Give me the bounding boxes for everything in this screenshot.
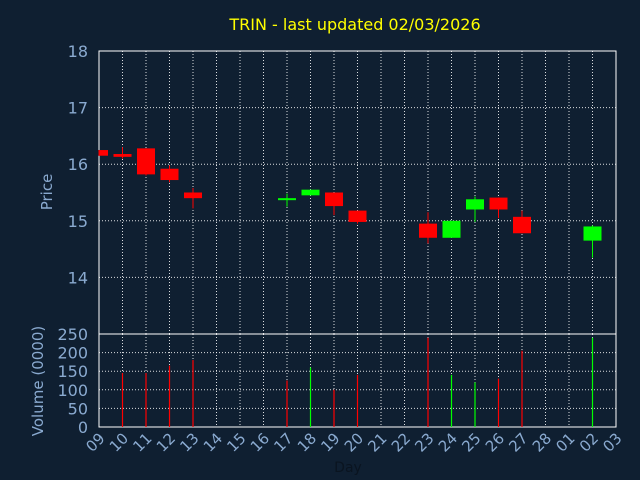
- volume-y-tick-label: 200: [57, 344, 88, 363]
- volume-y-tick-label: 0: [78, 418, 88, 437]
- candle-24: [442, 220, 461, 238]
- candle-10: [113, 147, 132, 159]
- x-tick-label: 14: [200, 429, 226, 455]
- candle-26: [489, 197, 508, 218]
- candle-17: [278, 193, 296, 207]
- candle-body: [348, 210, 367, 222]
- volume-bars: [121, 337, 594, 427]
- x-tick-label: 03: [599, 429, 625, 455]
- x-tick-label: 24: [435, 429, 461, 455]
- candle-body: [489, 197, 508, 210]
- candle-body: [442, 220, 461, 238]
- candle-23: [419, 212, 437, 244]
- candle-27: [513, 210, 531, 234]
- candle-body: [301, 189, 320, 196]
- candle-13: [184, 187, 202, 209]
- x-tick-label: 13: [176, 429, 202, 455]
- candle-body: [419, 223, 437, 238]
- candle-body: [278, 198, 296, 201]
- candle-25: [466, 196, 484, 222]
- x-tick-label: 21: [364, 429, 390, 455]
- candle-body: [513, 216, 531, 234]
- price-y-tick-label: 15: [68, 212, 88, 231]
- x-tick-label: 01: [552, 429, 578, 455]
- x-tick-label: 17: [270, 429, 296, 455]
- volume-y-tick-label: 250: [57, 325, 88, 344]
- x-tick-label: 10: [106, 429, 132, 455]
- volume-y-tick-label: 150: [57, 362, 88, 381]
- candle-19: [325, 192, 343, 216]
- price-y-axis-label: Price: [38, 174, 56, 211]
- chart-title: TRIN - last updated 02/03/2026: [228, 15, 480, 34]
- x-tick-label: 28: [529, 429, 555, 455]
- candle-body: [99, 150, 108, 156]
- candle-body: [113, 154, 132, 157]
- volume-y-tick-label: 50: [68, 399, 88, 418]
- x-tick-label: 20: [341, 429, 367, 455]
- x-tick-label: 02: [576, 429, 602, 455]
- candle-02: [583, 225, 602, 258]
- x-tick-label: 19: [317, 429, 343, 455]
- price-y-tick-label: 14: [68, 268, 88, 287]
- candle-body: [583, 226, 602, 241]
- x-tick-label: 27: [505, 429, 531, 455]
- x-tick-label: 18: [294, 429, 320, 455]
- candle-11: [137, 148, 155, 176]
- price-y-tick-label: 18: [68, 42, 88, 61]
- price-y-tick-label: 16: [68, 155, 88, 174]
- candle-body: [160, 168, 179, 181]
- x-tick-label: 25: [458, 429, 484, 455]
- price-panel: 14 15 16 17 18 Price: [38, 42, 617, 335]
- volume-y-axis-label: Volume (0000): [29, 326, 47, 436]
- candle-body: [466, 199, 484, 210]
- x-axis-ticks: 0910111213141516171819202122232425262728…: [82, 429, 625, 455]
- x-tick-label: 23: [411, 429, 437, 455]
- candlesticks: [98, 147, 602, 258]
- candle-body: [137, 148, 155, 175]
- price-y-ticks: 14 15 16 17 18: [68, 42, 88, 287]
- price-y-tick-label: 17: [68, 99, 88, 118]
- x-tick-label: 11: [129, 429, 155, 455]
- x-tick-label: 16: [247, 429, 273, 455]
- price-grid: [99, 51, 616, 334]
- candle-body: [325, 192, 343, 207]
- x-axis-label: Day: [334, 460, 362, 476]
- candle-20: [348, 210, 367, 224]
- candle-09: [98, 150, 108, 156]
- x-tick-label: 26: [482, 429, 508, 455]
- x-tick-label: 15: [223, 429, 249, 455]
- x-tick-label: 22: [388, 429, 414, 455]
- x-tick-label: 12: [153, 429, 179, 455]
- candle-body: [184, 192, 202, 199]
- volume-y-tick-label: 100: [57, 381, 88, 400]
- candle-12: [160, 165, 179, 183]
- candle-18: [301, 189, 320, 196]
